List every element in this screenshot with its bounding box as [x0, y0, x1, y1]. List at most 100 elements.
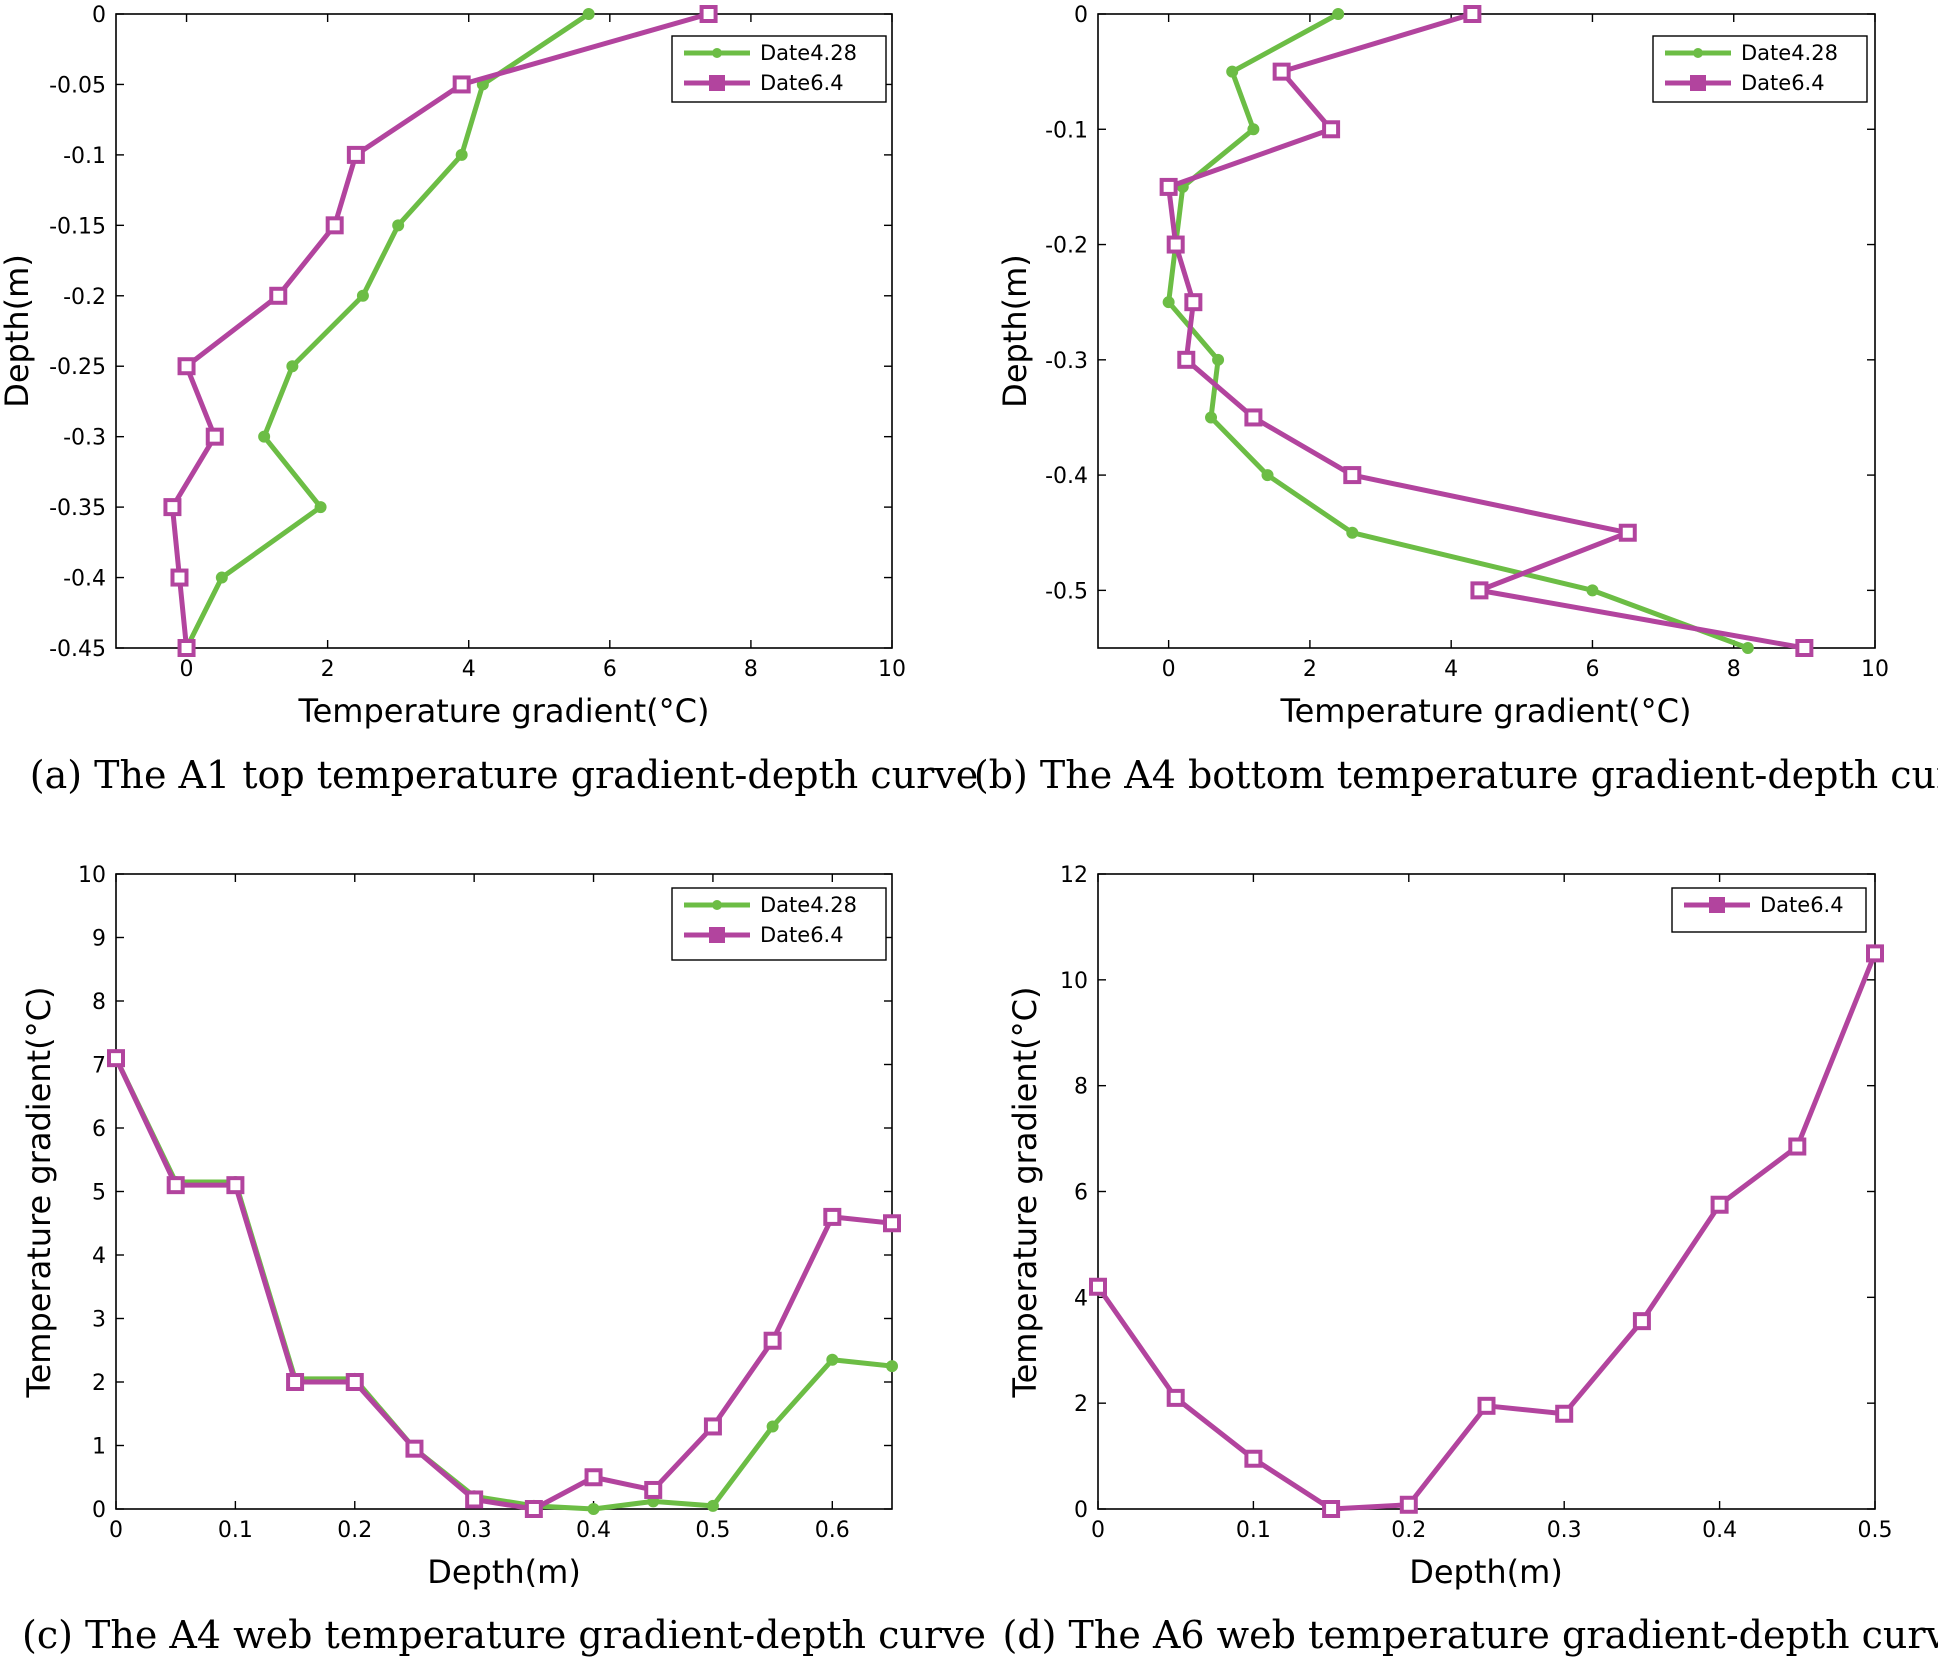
- x-tick-label: 2: [1303, 657, 1317, 682]
- y-tick-label: -0.1: [63, 144, 106, 169]
- figure-caption: (d) The A6 web temperature gradient-dept…: [1003, 1613, 1938, 1657]
- y-tick-label: 2: [1074, 1392, 1088, 1417]
- legend: Date4.28 Date6.4: [1652, 35, 1868, 103]
- legend-marker-square: [1709, 897, 1725, 913]
- data-point-dot: [215, 571, 228, 584]
- series-line: [113, 1057, 893, 1512]
- y-tick-label: -0.25: [49, 355, 106, 380]
- data-point-square: [1159, 177, 1178, 196]
- data-point-square: [1322, 120, 1341, 139]
- x-tick-label: 8: [744, 657, 758, 682]
- data-point-dot: [314, 501, 327, 514]
- legend: Date4.28 Date6.4: [671, 887, 887, 961]
- data-point-dot: [1205, 411, 1218, 424]
- data-point-square: [346, 145, 365, 164]
- data-point-square: [1477, 1396, 1496, 1415]
- data-point-square: [166, 1176, 185, 1195]
- x-tick-label: 0.2: [1391, 1518, 1426, 1543]
- data-point-dot: [1346, 526, 1359, 539]
- y-tick-label: -0.2: [63, 285, 106, 310]
- legend-label: Date6.4: [1741, 71, 1825, 95]
- chart-panel-b: 0 2 4 6 8 10 0 -0.1 -0.2 -0.3 -0.4 -0.5 Temperature …: [974, 3, 1938, 797]
- x-axis-label: Temperature gradient(°C): [1280, 692, 1692, 730]
- data-point-dot: [1332, 8, 1345, 20]
- data-point-dot: [706, 1499, 719, 1512]
- data-point-square: [883, 1214, 901, 1233]
- data-point-square: [1788, 1137, 1807, 1156]
- x-tick-label: 0.5: [1858, 1518, 1893, 1543]
- series-date6-4: [1089, 944, 1884, 1518]
- x-tick-label: 0.1: [1236, 1518, 1271, 1543]
- legend-marker-square: [1690, 75, 1706, 91]
- x-axis-label: Depth(m): [1409, 1553, 1563, 1591]
- x-tick-label: 2: [321, 657, 335, 682]
- x-tick-label: 0.1: [218, 1518, 253, 1543]
- x-tick-label: 0.4: [1702, 1518, 1737, 1543]
- plot-frame: [115, 13, 893, 649]
- data-point-square: [163, 498, 182, 517]
- y-tick-label: 7: [92, 1054, 106, 1079]
- legend-label: Date6.4: [760, 923, 844, 947]
- x-tick-label: 0: [1162, 657, 1176, 682]
- y-tick-label: 0: [92, 3, 106, 28]
- y-tick-label: 10: [78, 863, 106, 888]
- x-tick-label: 0.6: [815, 1518, 850, 1543]
- data-point-dot: [1586, 584, 1599, 597]
- data-point-dot: [1162, 296, 1175, 309]
- series-date4-28: [180, 8, 595, 654]
- x-tick-label: 10: [1861, 657, 1889, 682]
- x-tick-label: 0: [109, 1518, 123, 1543]
- data-point-square: [107, 1049, 125, 1068]
- x-tick-label: 0.3: [1547, 1518, 1582, 1543]
- legend: Date6.4: [1671, 887, 1867, 933]
- x-tick-label: 0.3: [457, 1518, 492, 1543]
- data-point-square: [1244, 408, 1263, 427]
- legend-label: Date6.4: [760, 71, 844, 95]
- x-tick-label: 0.4: [576, 1518, 611, 1543]
- data-point-square: [1177, 350, 1196, 369]
- y-tick-label: 9: [92, 927, 106, 952]
- x-tick-label: 0.2: [337, 1518, 372, 1543]
- data-point-square: [465, 1490, 484, 1509]
- data-point-dot: [1247, 123, 1260, 136]
- y-tick-label: 10: [1060, 969, 1088, 994]
- data-point-square: [1632, 1312, 1651, 1331]
- data-point-dot: [286, 360, 299, 373]
- data-point-square: [269, 286, 288, 305]
- y-tick-label: -0.2: [1045, 234, 1088, 259]
- x-tick-label: 4: [462, 657, 476, 682]
- y-axis-label: Depth(m): [996, 254, 1034, 408]
- data-point-square: [763, 1331, 782, 1350]
- series-line: [169, 11, 710, 649]
- y-tick-label: -0.4: [63, 567, 106, 592]
- data-point-square: [644, 1480, 663, 1499]
- x-tick-label: 8: [1727, 657, 1741, 682]
- series-line: [1166, 11, 1749, 651]
- legend-label: Date4.28: [1741, 41, 1838, 65]
- data-point-square: [1555, 1404, 1574, 1423]
- data-point-dot: [356, 289, 369, 302]
- data-point-square: [170, 568, 189, 587]
- legend-box: [1671, 887, 1867, 933]
- data-point-square: [452, 75, 471, 94]
- y-tick-label: 2: [92, 1371, 106, 1396]
- data-point-dot: [587, 1503, 600, 1515]
- legend-label: Date4.28: [760, 893, 857, 917]
- data-point-dot: [886, 1360, 898, 1373]
- y-tick-label: -0.15: [49, 214, 106, 239]
- data-point-dot: [582, 8, 595, 20]
- data-point-dot: [392, 219, 405, 232]
- data-point-square: [1343, 466, 1362, 485]
- chart-panel-c: 0 0.1 0.2 0.3 0.4 0.5 0.6 0 1 2 3 4 5 6 7 8 9 10 Depth(m) T…: [20, 863, 986, 1657]
- y-tick-label: -0.3: [63, 426, 106, 451]
- data-point-square: [205, 427, 224, 446]
- series-date6-4: [163, 5, 718, 657]
- data-point-dot: [826, 1353, 839, 1366]
- legend-box: [671, 35, 887, 103]
- data-point-square: [405, 1439, 424, 1458]
- y-tick-label: -0.4: [1045, 464, 1088, 489]
- y-tick-label: 8: [92, 990, 106, 1015]
- data-point-square: [1089, 1277, 1107, 1296]
- legend-box: [1652, 35, 1868, 103]
- x-axis-label: Depth(m): [427, 1553, 581, 1591]
